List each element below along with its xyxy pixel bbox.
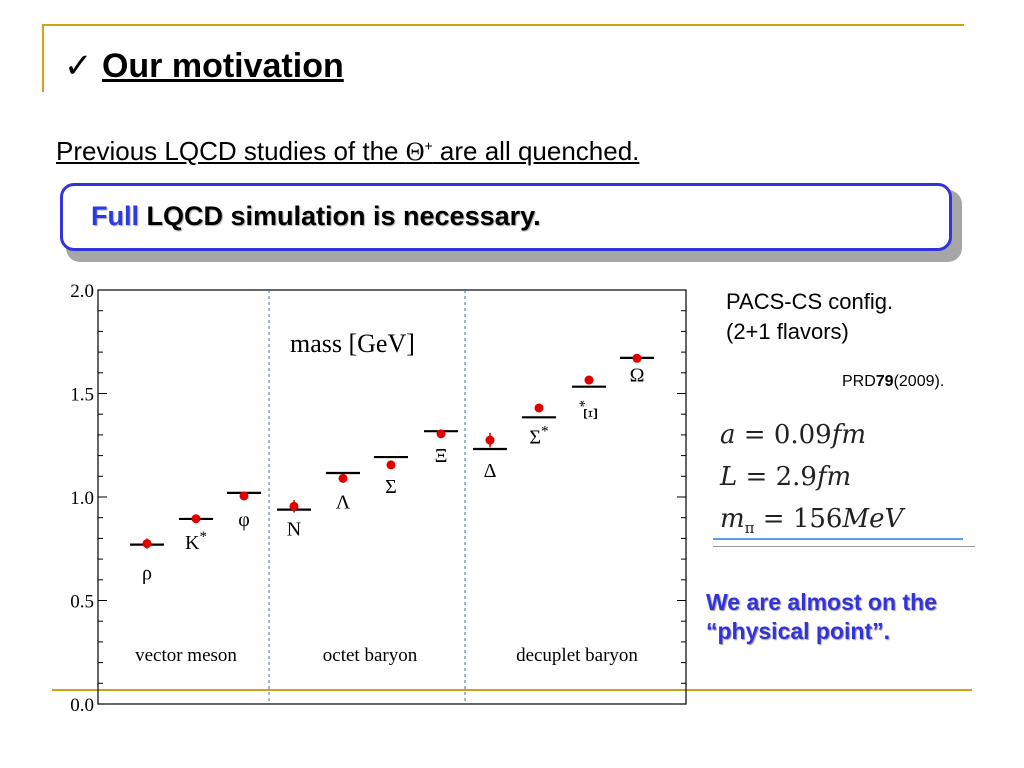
config-line2: (2+1 flavors) [726, 319, 849, 344]
chart-marks: ρ K* φ N Λ Σ Ξ Δ Σ* Ξ* Ω [130, 353, 654, 585]
y-tick-label: 2.0 [70, 281, 94, 302]
y-tick-label: 0.0 [70, 695, 94, 716]
hadron-label: Λ [336, 491, 351, 513]
reference: PRD79(2009). [842, 373, 944, 391]
y-tick-label: 0.5 [70, 592, 94, 613]
group-label-octet-baryon: octet baryon [323, 645, 418, 666]
theta-symbol: Θ [405, 137, 425, 166]
group-label-decuplet-baryon: decuplet baryon [516, 645, 638, 666]
hadron-label: Ω [630, 364, 645, 386]
group-label-vector-meson: vector meson [135, 645, 237, 666]
param-underline-blue [713, 538, 963, 540]
param-a-var: a [720, 420, 736, 450]
ref-year: (2009). [893, 373, 945, 390]
param-m-var: m [720, 504, 745, 534]
config-text: PACS-CS config. (2+1 flavors) [726, 287, 893, 347]
theta-superscript: + [424, 137, 433, 154]
subtitle-before: Previous LQCD studies of the [56, 136, 406, 166]
param-L-var: L [720, 462, 738, 492]
ref-volume: 79 [875, 373, 894, 390]
axis-ticks [98, 289, 686, 705]
y-tick-label: 1.5 [70, 385, 94, 406]
param-m: mπ = 156MeV [720, 498, 903, 549]
config-line1: PACS-CS config. [726, 289, 894, 314]
lattice-point [485, 435, 495, 445]
param-a-unit: fm [831, 420, 867, 450]
param-L: L = 2.9fm [720, 456, 903, 498]
param-m-unit: MeV [842, 504, 904, 534]
param-a: a = 0.09fm [720, 414, 903, 456]
callout-rest: LQCD simulation is necessary. [139, 201, 541, 231]
param-a-val: = 0.09 [735, 420, 832, 450]
callout-text: Full LQCD simulation is necessary. [91, 201, 541, 232]
ref-prefix: PRD [842, 373, 876, 390]
lattice-point [142, 539, 152, 549]
hadron-label: Δ [484, 460, 497, 482]
lattice-point [632, 353, 642, 363]
hadron-label: ρ [142, 563, 152, 585]
hadron-label: Σ* [529, 423, 548, 448]
param-underline-gray [713, 546, 975, 547]
callout-box: Full LQCD simulation is necessary. [60, 183, 952, 251]
lattice-point [386, 460, 396, 470]
param-L-unit: fm [816, 462, 852, 492]
y-tick-label: 1.0 [70, 488, 94, 509]
left-accent-line [42, 24, 44, 92]
lattice-point [191, 514, 201, 524]
slide-title-text: Our motivation [101, 47, 344, 85]
top-accent-line [42, 24, 964, 26]
note-line2: “physical point”. [706, 618, 891, 644]
lattice-point [338, 473, 348, 483]
lattice-point [436, 429, 446, 439]
hadron-label: Ξ* [577, 400, 602, 420]
hadron-label: Ξ [435, 445, 448, 467]
param-m-sub: π [744, 519, 755, 538]
hadron-label: N [287, 519, 301, 541]
hadron-label: φ [238, 509, 250, 531]
lattice-point [534, 403, 544, 413]
subtitle-after: are all quenched. [432, 136, 640, 166]
slide-subtitle: Previous LQCD studies of the Θ+ are all … [56, 136, 639, 167]
hadron-label: K* [185, 529, 207, 554]
lattice-point [289, 501, 299, 511]
lattice-point [584, 375, 594, 385]
param-m-val: = 156 [754, 504, 843, 534]
param-L-val: = 2.9 [737, 462, 817, 492]
lattice-point [239, 491, 249, 501]
note-line1: We are almost on the [706, 589, 937, 615]
lattice-params: a = 0.09fm L = 2.9fm mπ = 156MeV [720, 414, 903, 549]
y-tick-labels: 0.0 0.5 1.0 1.5 2.0 [70, 281, 94, 716]
check-mark-icon: ✓ [64, 47, 93, 85]
bottom-accent-line [52, 689, 972, 691]
chart-title: mass [GeV] [290, 329, 415, 358]
physical-point-note: We are almost on the “physical point”. [706, 588, 937, 646]
hadron-label: Σ [385, 476, 397, 498]
callout-highlight: Full [91, 201, 139, 231]
slide-title: ✓ Our motivation [64, 46, 344, 86]
